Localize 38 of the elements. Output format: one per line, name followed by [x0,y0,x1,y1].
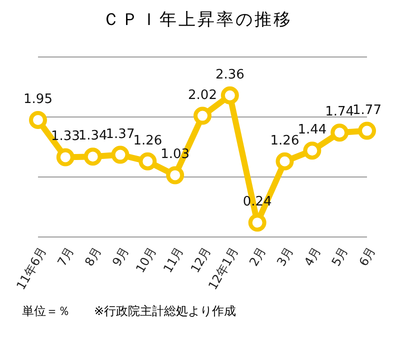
x-tick-label: 3月 [274,244,296,269]
chart-title: ＣＰＩ年上昇率の推移 [102,9,294,31]
point [220,86,239,104]
point [248,214,266,232]
data-label: 2.36 [215,67,244,82]
text: 単位＝％ ※行政院主計総処より作成 [22,303,238,320]
point [276,152,294,170]
x-tick-label: 6月 [356,244,378,269]
x-tick-label: 10月 [133,244,159,276]
x-tick-label: 8月 [82,244,104,269]
point [84,148,102,166]
data-label: 1.95 [24,92,52,107]
data-label: 2.02 [188,88,217,103]
x-tick-label: 5月 [328,244,351,269]
point [138,152,157,170]
data-label: 1.77 [352,102,382,118]
point [303,142,322,160]
data-label: 1.44 [298,122,327,138]
data-label: 1.34 [78,128,108,144]
x-tick-label: 9月 [110,244,132,269]
data-label: 1.33 [50,129,80,144]
x-tick-label: 12月 [188,244,214,276]
x-tick-label: 11年6月 [14,244,50,292]
data-label: 1.37 [106,126,135,142]
x-tick-label: 7月 [54,244,77,269]
data-label: 1.74 [325,104,354,120]
data-label: 1.26 [133,133,162,148]
point [358,122,376,140]
data-label: 1.26 [270,133,300,148]
point [330,124,349,142]
point [56,148,74,166]
point [29,111,47,129]
point [166,166,184,184]
point [111,146,130,164]
x-tick-label: 4月 [301,244,324,269]
point [194,106,212,125]
x-tick-label: 2月 [246,244,269,269]
x-tick-label: 11月 [160,244,186,276]
